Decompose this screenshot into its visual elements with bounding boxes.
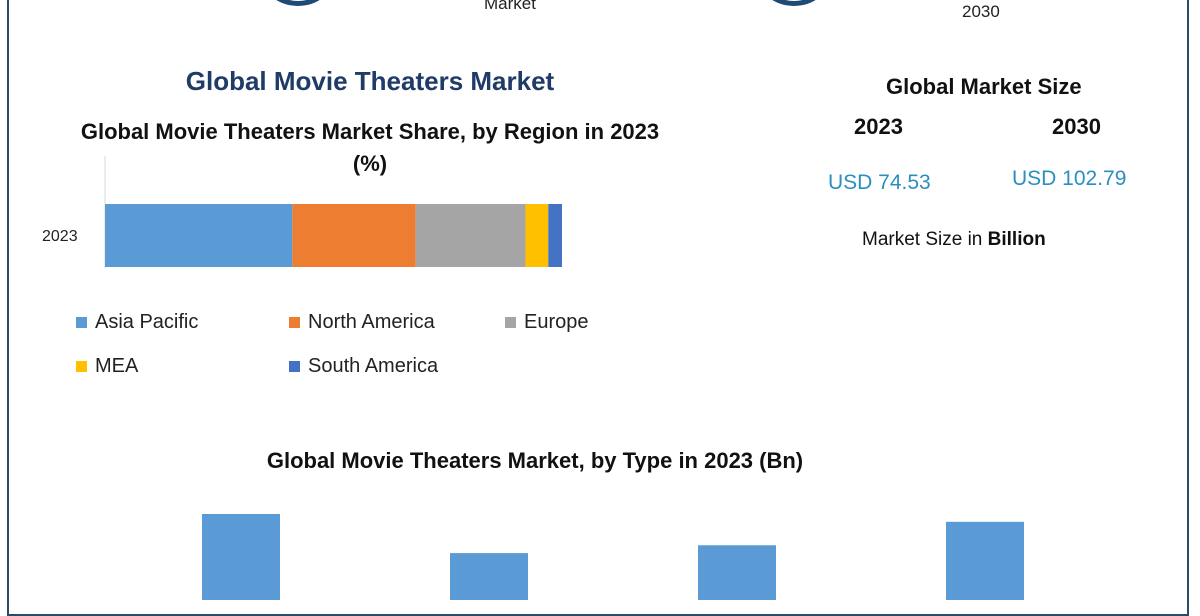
type-bar-4: [946, 521, 1024, 600]
legend-label: North America: [308, 311, 435, 333]
type-bar-2: [450, 553, 528, 600]
legend-item-asia-pacific: Asia Pacific: [76, 311, 198, 334]
market-size-unit: Market Size in Billion: [862, 229, 1046, 251]
market-size-year-start: 2023: [854, 114, 903, 139]
market-size-title: Global Market Size: [886, 74, 1082, 99]
region-share-chart: 2023: [42, 156, 562, 268]
legend-swatch: [505, 317, 516, 328]
legend-swatch: [76, 361, 87, 372]
legend-swatch: [289, 317, 300, 328]
legend-item-mea: MEA: [76, 355, 138, 378]
market-size-value-start: USD 74.53: [828, 171, 931, 194]
region-bar-mea: [525, 204, 549, 267]
legend-item-europe: Europe: [505, 311, 589, 334]
legend-label: South America: [308, 355, 439, 377]
region-chart-title: Global Movie Theaters Market Share, by R…: [80, 119, 660, 176]
market-size-unit-prefix: Market Size in: [862, 229, 988, 250]
region-bar-asia-pacific: [105, 204, 293, 267]
type-chart-title: Global Movie Theaters Market, by Type in…: [266, 448, 804, 473]
market-size-unit-bold: Billion: [987, 229, 1046, 250]
legend-label: Europe: [524, 311, 589, 333]
legend-item-south-america: South America: [289, 355, 438, 378]
legend-label: Asia Pacific: [95, 311, 199, 333]
top-market-text: Market: [484, 0, 536, 13]
legend-item-north-america: North America: [289, 311, 435, 334]
top-year-text: 2030: [962, 2, 1000, 21]
infographic-title: Global Movie Theaters Market: [185, 66, 555, 96]
region-bar-south-america: [548, 204, 562, 267]
market-size-year-end: 2030: [1052, 114, 1101, 139]
legend-swatch: [289, 361, 300, 372]
type-bar-3: [698, 545, 776, 600]
market-size-value-end: USD 102.79: [1012, 167, 1127, 190]
type-chart: [202, 514, 1024, 600]
legend-swatch: [76, 317, 87, 328]
infographic-frame: [7, 0, 1189, 616]
region-category-label: 2023: [42, 228, 78, 245]
type-bar-1: [202, 514, 280, 600]
legend-label: MEA: [95, 355, 139, 377]
region-bar-europe: [415, 204, 526, 267]
region-bar-north-america: [292, 204, 416, 267]
